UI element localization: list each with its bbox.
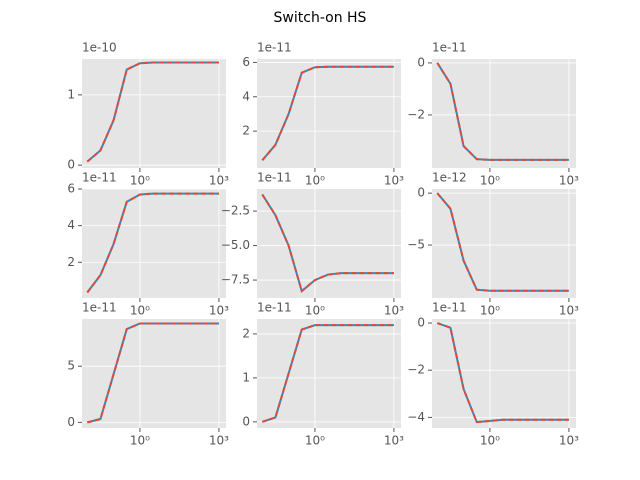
y-tick-label: 0: [417, 55, 425, 69]
x-tick-label: 10⁰: [130, 434, 150, 448]
y-tick-label: 6: [242, 55, 250, 69]
x-tick-label: 10³: [209, 304, 229, 318]
plot-background: [257, 319, 401, 428]
subplot: 0 1 2 10⁰ 10³ 1e-11: [242, 301, 404, 448]
series-line: [261, 193, 394, 293]
series-line: [86, 192, 219, 294]
x-tick-label: 10³: [559, 304, 579, 318]
offset-label: 1e-11: [432, 41, 467, 55]
y-tick-label: −4: [407, 410, 425, 424]
plot-background: [82, 319, 226, 428]
offset-label: 1e-11: [82, 301, 117, 315]
x-tick-label: 10⁰: [130, 174, 150, 188]
x-tick-label: 10³: [559, 174, 579, 188]
plot-background: [82, 189, 226, 298]
y-tick-label: 0: [417, 316, 425, 330]
plot-background: [432, 319, 576, 428]
subplot: −2 0 10⁰ 10³ 1e-11: [407, 41, 579, 188]
subplot: 0 1 10⁰ 10³ 1e-10: [67, 41, 229, 188]
series-line: [87, 322, 219, 424]
series-line: [86, 61, 219, 163]
subplot: −5 0 10⁰ 10³ 1e-12: [407, 171, 579, 318]
y-tick-label: 0: [67, 415, 75, 429]
x-tick-label: 10⁰: [305, 174, 325, 188]
y-tick-label: −5: [407, 238, 425, 252]
y-tick-label: −2: [407, 107, 425, 121]
x-tick-label: 10⁰: [480, 434, 500, 448]
offset-label: 1e-10: [82, 41, 117, 55]
series-line: [436, 322, 569, 424]
plot-background: [82, 59, 226, 168]
plot-background: [432, 59, 576, 168]
figure-title: Switch-on HS: [274, 10, 367, 26]
x-tick-label: 10³: [384, 434, 404, 448]
y-tick-label: 1: [67, 87, 75, 101]
x-tick-label: 10³: [209, 174, 229, 188]
y-tick-label: 0: [67, 158, 75, 172]
x-tick-label: 10³: [559, 434, 579, 448]
subplot: 2 4 6 10⁰ 10³ 1e-11: [67, 171, 229, 318]
offset-label: 1e-11: [257, 171, 292, 185]
plot-background: [257, 189, 401, 298]
x-tick-label: 10⁰: [305, 304, 325, 318]
x-tick-label: 10⁰: [130, 304, 150, 318]
subplot: 2 4 6 10⁰ 10³ 1e-11: [242, 41, 404, 188]
y-tick-label: −2: [407, 363, 425, 377]
offset-label: 1e-12: [432, 171, 467, 185]
subplot: −7.5 −5.0 −2.5 10⁰ 10³ 1e-11: [221, 171, 404, 318]
subplot: −4 −2 0 10⁰ 10³ 1e-11: [407, 301, 579, 448]
y-tick-label: 5: [67, 359, 75, 373]
series-line: [261, 324, 394, 423]
series-line: [261, 65, 394, 161]
y-tick-label: 1: [242, 370, 250, 384]
x-tick-label: 10⁰: [480, 174, 500, 188]
series-line: [436, 62, 569, 161]
plot-background: [432, 189, 576, 298]
y-tick-label: −5.0: [221, 238, 250, 252]
plot-background: [257, 59, 401, 168]
y-tick-label: 6: [67, 182, 75, 196]
series-line: [436, 192, 569, 292]
y-tick-label: 4: [242, 89, 250, 103]
x-tick-label: 10³: [209, 434, 229, 448]
offset-label: 1e-11: [257, 41, 292, 55]
y-tick-label: −2.5: [221, 204, 250, 218]
y-tick-label: 2: [67, 255, 75, 269]
x-tick-label: 10⁰: [480, 304, 500, 318]
y-tick-label: 0: [417, 186, 425, 200]
x-tick-label: 10³: [384, 174, 404, 188]
y-tick-label: 2: [242, 326, 250, 340]
offset-label: 1e-11: [432, 301, 467, 315]
y-tick-label: 0: [242, 414, 250, 428]
offset-label: 1e-11: [257, 301, 292, 315]
y-tick-label: 4: [67, 218, 75, 232]
subplot: 0 5 10⁰ 10³ 1e-11: [67, 301, 229, 448]
y-tick-label: 2: [242, 124, 250, 138]
x-tick-label: 10⁰: [305, 434, 325, 448]
x-tick-label: 10³: [384, 304, 404, 318]
y-tick-label: −7.5: [221, 273, 250, 287]
offset-label: 1e-11: [82, 171, 117, 185]
